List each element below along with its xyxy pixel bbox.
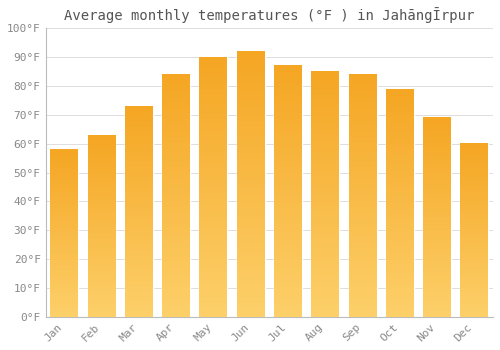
Bar (348, 75, 376, 317)
Bar (125, 106, 153, 317)
Bar (162, 75, 190, 317)
Bar (386, 89, 414, 317)
Bar (50, 149, 78, 317)
Bar (236, 51, 264, 317)
Bar (460, 144, 488, 317)
Bar (88, 135, 116, 317)
Bar (274, 66, 302, 317)
Title: Average monthly temperatures (°F ) in JahāngĪrpur: Average monthly temperatures (°F ) in Ja… (64, 7, 474, 23)
Bar (200, 57, 228, 317)
Bar (312, 71, 339, 317)
Bar (423, 118, 451, 317)
